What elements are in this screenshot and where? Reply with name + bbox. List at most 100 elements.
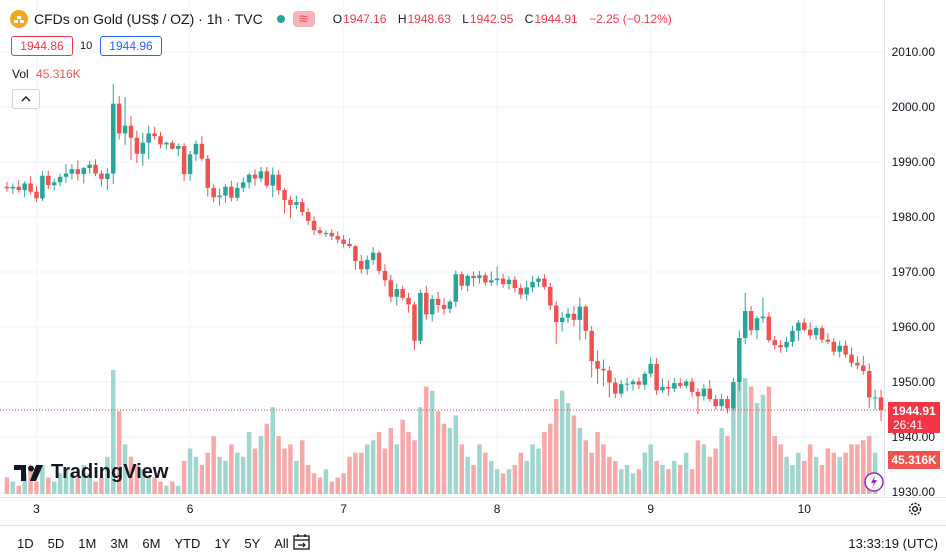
candle-body (843, 345, 848, 355)
price-chart[interactable]: 2010.00 2000.00 1990.00 1980.00 1970.00 1960.… (0, 0, 946, 525)
interval-label[interactable]: 1h (206, 11, 223, 27)
candle-body (595, 361, 600, 369)
sell-button[interactable]: 1944.86 (11, 36, 73, 56)
tradingview-logo[interactable]: TradingView (14, 461, 168, 484)
candle-body (471, 275, 476, 279)
candle-body (861, 365, 866, 371)
volume-bar (784, 456, 789, 494)
volume-bar (683, 452, 689, 494)
candle-body (719, 399, 724, 407)
volume-bar (536, 448, 541, 494)
volume-legend: Vol 45.316K (12, 67, 81, 81)
candle-body (790, 330, 795, 342)
volume-bar (672, 460, 677, 494)
buy-button[interactable]: 1944.96 (100, 36, 162, 56)
range-all[interactable]: All (274, 536, 289, 551)
time-axis[interactable]: 3 6 7 8 9 10 (33, 502, 811, 516)
volume-bar (364, 444, 370, 494)
volume-bar (601, 444, 606, 494)
candle-body (849, 354, 854, 363)
x-tick-label: 9 (647, 502, 654, 516)
candle-body (288, 199, 293, 205)
candle-body (93, 164, 98, 174)
candle-body (111, 103, 116, 174)
range-6m[interactable]: 6M (142, 536, 161, 551)
buy-price: 1944.96 (109, 39, 153, 53)
range-1m[interactable]: 1M (78, 536, 97, 551)
price-axis[interactable]: 2010.00 2000.00 1990.00 1980.00 1970.00 1960.… (892, 45, 936, 499)
brand-name: TradingView (51, 461, 169, 483)
volume-bar (329, 481, 335, 494)
volume-bar (802, 460, 807, 494)
settings-gear-icon[interactable] (907, 501, 923, 517)
volume-bar (618, 469, 624, 494)
volume-bar (778, 444, 783, 494)
volume-bar (276, 436, 281, 494)
candle-body (429, 298, 435, 315)
volume-bar (483, 452, 488, 494)
range-1y[interactable]: 1Y (214, 536, 231, 551)
candle-body (648, 363, 653, 374)
x-tick-label: 6 (187, 502, 194, 516)
volume-bar (825, 448, 831, 494)
candle-body (435, 298, 441, 305)
last-price-value: 1944.91 (892, 404, 936, 418)
volume-bar (63, 469, 69, 494)
volume-bar (199, 465, 205, 494)
volume-bar (93, 481, 98, 494)
volume-bar (583, 440, 588, 494)
candle-body (63, 173, 69, 177)
x-tick-label: 10 (798, 502, 812, 516)
date-range-calendar-icon[interactable] (292, 533, 312, 551)
volume-bar (252, 448, 258, 494)
candle-body (99, 173, 104, 180)
volume-bar (87, 473, 92, 494)
high-value: 1948.63 (407, 12, 451, 26)
candle-body (447, 301, 453, 309)
candle-body (406, 297, 411, 305)
range-3m[interactable]: 3M (110, 536, 129, 551)
candle-body (536, 278, 541, 282)
volume-bar (494, 469, 500, 494)
candle-body (660, 386, 665, 391)
volume-bar (335, 477, 340, 494)
candle-body (258, 171, 264, 179)
candle-body (4, 186, 10, 189)
candle-body (211, 187, 216, 198)
collapse-legend-button[interactable] (12, 89, 40, 109)
candle-body (483, 275, 488, 283)
tv-logo-icon (14, 464, 43, 481)
candle-body (565, 313, 571, 318)
volume-bar (28, 469, 33, 494)
candle-body (601, 368, 606, 371)
range-ytd[interactable]: YTD (174, 536, 201, 551)
volume-bar (235, 452, 240, 494)
volume-bar (10, 481, 16, 494)
volume-bar (359, 452, 364, 494)
volume-bar (418, 407, 423, 494)
chart-legend: CFDs on Gold (US$ / OZ) · 1h · TVC ≋ O19… (10, 9, 672, 29)
candle-body (489, 280, 494, 283)
candle-body (742, 311, 748, 338)
volume-bar (790, 465, 795, 494)
candle-body (760, 316, 766, 319)
range-1d[interactable]: 1D (17, 536, 34, 551)
utc-clock[interactable]: 13:33:19 (UTC) (848, 536, 938, 551)
candle-body (140, 142, 146, 154)
symbol-title[interactable]: CFDs on Gold (US$ / OZ) (34, 11, 195, 27)
candle-body (87, 164, 92, 169)
candle-body (802, 322, 807, 330)
volume-bar (229, 444, 234, 494)
flash-icon[interactable] (864, 472, 884, 492)
volume-bar (607, 456, 612, 494)
volume-bar (731, 386, 736, 494)
range-5y[interactable]: 5Y (244, 536, 261, 551)
candle-body (252, 174, 258, 179)
range-5d[interactable]: 5D (47, 536, 65, 551)
volume-bar (459, 444, 464, 494)
wave-icon[interactable]: ≋ (292, 11, 315, 27)
volume-bar (16, 485, 22, 494)
candle-body (524, 287, 529, 295)
candle-body (69, 169, 75, 174)
y-tick-label: 1970.00 (892, 265, 936, 279)
